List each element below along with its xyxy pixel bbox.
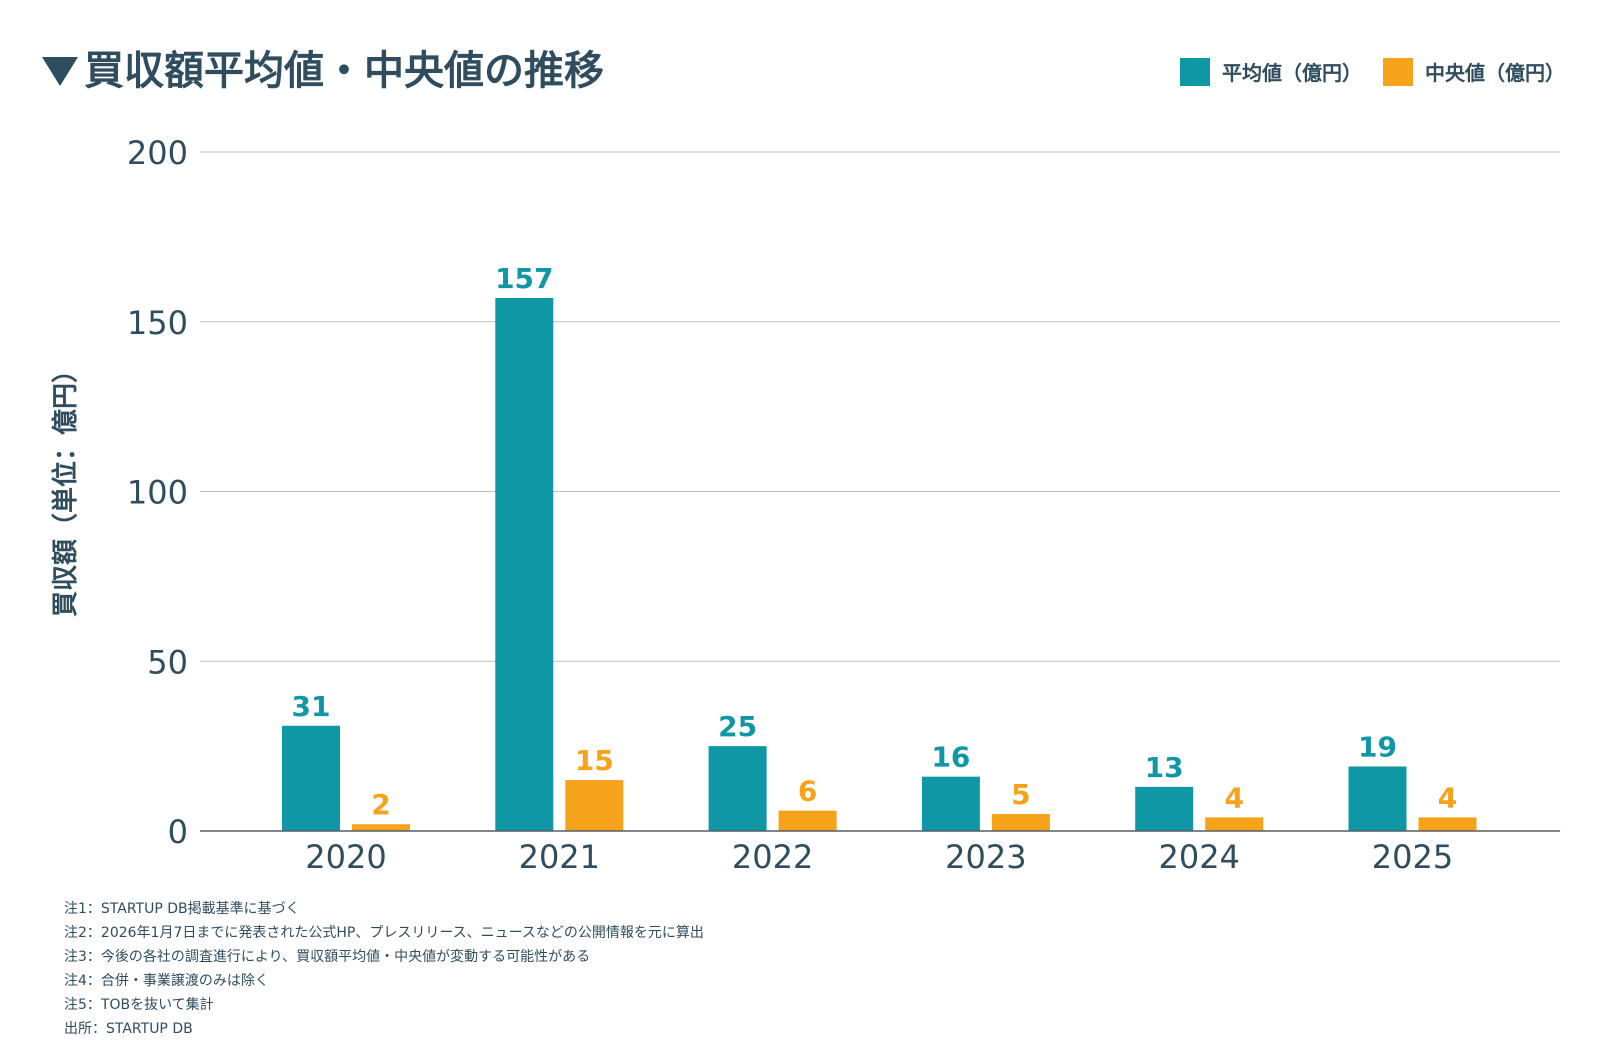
y-tick-label: 150 <box>127 304 188 342</box>
data-label-median-2021: 15 <box>575 744 614 777</box>
data-label-mean-2021: 157 <box>495 262 553 295</box>
legend-label-mean: 平均値（億円） <box>1222 61 1362 85</box>
bar-mean-2020 <box>282 725 340 831</box>
bar-mean-2021 <box>495 297 554 831</box>
footnote: 注2：2026年1月7日までに発表された公式HP、プレスリリース、ニュースなどの… <box>64 925 704 941</box>
data-label-median-2025: 4 <box>1438 781 1457 814</box>
bar-median-2022 <box>778 810 837 831</box>
bar-mean-2025 <box>1348 766 1407 831</box>
x-tick-label: 2023 <box>945 838 1026 876</box>
axes: 0 50 100 150 200 2020 2021 2022 2023 2024 2025 <box>127 134 1560 876</box>
x-tick-label: 2022 <box>732 838 813 876</box>
data-label-median-2024: 4 <box>1224 781 1243 814</box>
data-label-median-2020: 2 <box>371 788 390 821</box>
legend-swatch-median <box>1383 58 1413 86</box>
bar-mean-2024 <box>1135 786 1194 831</box>
y-tick-label: 0 <box>168 813 188 851</box>
bar-median-2020 <box>352 824 410 831</box>
footnote: 注5：TOBを抜いて集計 <box>64 997 214 1013</box>
bar-median-2023 <box>991 814 1050 831</box>
bar-mean-2023 <box>921 776 980 831</box>
data-label-mean-2025: 19 <box>1358 730 1397 763</box>
data-label-median-2023: 5 <box>1011 778 1030 811</box>
footnote: 注3：今後の各社の調査進行により、買収額平均値・中央値が変動する可能性がある <box>64 949 591 965</box>
chart-title: 買収額平均値・中央値の推移 <box>84 48 604 94</box>
gridlines <box>200 151 1560 662</box>
footnote: 注1：STARTUP DB掲載基準に基づく <box>64 901 300 917</box>
data-label-mean-2020: 31 <box>292 690 331 723</box>
legend-label-median: 中央値（億円） <box>1425 61 1565 85</box>
y-tick-label: 50 <box>147 643 188 681</box>
x-tick-label: 2020 <box>305 838 386 876</box>
data-label-mean-2023: 16 <box>931 741 970 774</box>
x-tick-label: 2025 <box>1372 838 1453 876</box>
legend: 平均値（億円） 中央値（億円） <box>1180 58 1565 86</box>
data-label-mean-2022: 25 <box>718 710 757 743</box>
x-tick-label: 2021 <box>519 838 600 876</box>
x-tick-label: 2024 <box>1158 838 1239 876</box>
data-label-median-2022: 6 <box>798 775 817 808</box>
y-tick-label: 100 <box>127 474 188 512</box>
bar-median-2025 <box>1418 817 1477 831</box>
title-triangle-icon <box>42 57 78 86</box>
footnote: 注4：合併・事業譲渡のみは除く <box>64 973 269 989</box>
footnotes: 注1：STARTUP DB掲載基準に基づく 注2：2026年1月7日までに発表さ… <box>64 897 704 1041</box>
data-label-mean-2024: 13 <box>1145 751 1184 784</box>
source-note: 出所：STARTUP DB <box>64 1021 193 1037</box>
y-tick-label: 200 <box>127 134 188 172</box>
legend-swatch-mean <box>1180 58 1210 86</box>
bars <box>282 297 1477 831</box>
y-axis-label: 買収額（単位：億円） <box>50 357 81 617</box>
bar-median-2021 <box>565 780 624 831</box>
bar-median-2024 <box>1205 817 1264 831</box>
bar-mean-2022 <box>708 746 767 831</box>
value-labels: 31 2 157 15 25 6 16 5 13 4 19 4 <box>292 262 1458 821</box>
